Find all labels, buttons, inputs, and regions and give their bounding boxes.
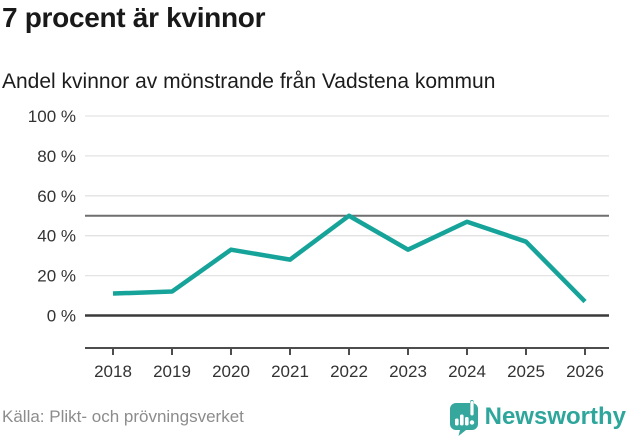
x-tick-label: 2025	[507, 362, 545, 381]
x-tick-label: 2023	[389, 362, 427, 381]
newsworthy-brand-name: Newsworthy	[484, 403, 626, 430]
x-tick-label: 2026	[566, 362, 604, 381]
chart-subtitle: Andel kvinnor av mönstrande från Vadsten…	[2, 70, 496, 93]
newsworthy-logo-icon	[449, 400, 478, 436]
x-tick-label: 2018	[94, 362, 132, 381]
y-tick-label: 0 %	[47, 307, 76, 326]
x-tick-label: 2020	[212, 362, 250, 381]
y-tick-label: 40 %	[37, 227, 76, 246]
y-tick-label: 80 %	[37, 147, 76, 166]
data-line	[112, 213, 587, 304]
x-tick-label: 2024	[448, 362, 486, 381]
x-tick-label: 2019	[153, 362, 191, 381]
y-tick-label: 100 %	[28, 107, 76, 126]
source-attribution: Källa: Plikt- och prövningsverket	[2, 407, 244, 426]
x-tick-label: 2021	[271, 362, 309, 381]
newsworthy-brand: Newsworthy	[449, 398, 626, 436]
chart-title: 7 procent är kvinnor	[2, 2, 266, 33]
chart-footer: Källa: Plikt- och prövningsverket Newswo…	[2, 397, 626, 437]
y-tick-label: 60 %	[37, 187, 76, 206]
y-tick-label: 20 %	[37, 267, 76, 286]
x-tick-label: 2022	[330, 362, 368, 381]
